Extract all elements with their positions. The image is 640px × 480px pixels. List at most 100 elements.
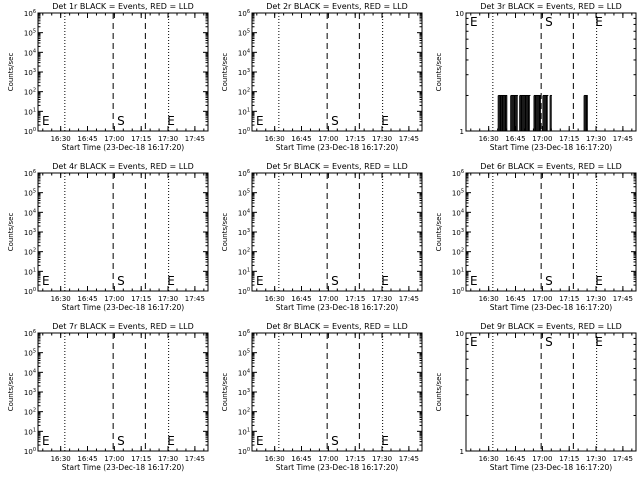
x-axis-label: Start Time (23-Dec-18 16:17:20) [490,463,612,472]
y-tick-label: 104 [452,208,464,217]
x-tick-label: 17:30 [586,135,606,143]
x-tick-label: 17:45 [613,455,633,463]
x-tick-label: 17:30 [372,455,392,463]
y-tick-label: 104 [24,368,36,377]
y-tick-label: 104 [24,208,36,217]
y-tick-label: 105 [452,189,464,198]
y-axis-label: Counts/sec [7,53,15,92]
y-tick-label: 102 [238,248,250,257]
x-tick-label: 17:30 [372,295,392,303]
y-tick-label: 102 [238,408,250,417]
marker-label-s: S [331,434,339,448]
y-tick-label: 101 [238,107,250,116]
y-axis-label: Counts/sec [7,213,15,252]
y-tick-label: 106 [24,169,36,178]
y-tick-label: 105 [238,349,250,358]
x-tick-label: 16:30 [51,295,71,303]
y-tick-label: 100 [238,287,250,296]
y-tick-label: 103 [238,68,250,77]
series-burst [497,95,508,131]
x-tick-label: 17:45 [399,135,419,143]
marker-label-e: E [595,335,603,349]
x-tick-label: 17:00 [318,295,338,303]
marker-label-e: E [256,114,264,128]
marker-label-e: E [470,335,478,349]
y-tick-label: 10 [455,10,464,18]
marker-label-e: E [42,434,50,448]
x-tick-label: 17:15 [131,455,151,463]
y-tick-label: 105 [24,349,36,358]
chart-panel-4: Det 4r BLACK = Events, RED = LLD 100 101 10… [7,162,209,312]
x-tick-label: 17:15 [559,135,579,143]
x-axis-label: Start Time (23-Dec-18 16:17:20) [62,143,184,152]
y-tick-label: 102 [452,248,464,257]
y-tick-label: 105 [238,189,250,198]
y-tick-label: 106 [24,329,36,338]
x-tick-label: 16:30 [479,135,499,143]
y-tick-label: 102 [24,248,36,257]
chart-title: Det 5r BLACK = Events, RED = LLD [266,162,408,171]
y-tick-label: 106 [452,169,464,178]
marker-label-e: E [42,114,50,128]
x-tick-label: 16:45 [291,295,311,303]
y-tick-label: 1 [460,448,464,456]
chart-panel-1: Det 1r BLACK = Events, RED = LLD 100 101 10… [7,2,209,152]
y-axis-label: Counts/sec [221,213,229,252]
x-tick-label: 17:00 [532,455,552,463]
x-tick-label: 17:45 [399,455,419,463]
y-tick-label: 103 [24,388,36,397]
series-burst [542,95,548,131]
marker-label-s: S [331,274,339,288]
x-axis-label: Start Time (23-Dec-18 16:17:20) [62,463,184,472]
y-tick-label: 102 [24,88,36,97]
y-tick-label: 105 [238,29,250,38]
x-axis-label: Start Time (23-Dec-18 16:17:20) [276,143,398,152]
series-burst [549,95,552,131]
x-tick-label: 16:30 [265,455,285,463]
x-axis-label: Start Time (23-Dec-18 16:17:20) [62,303,184,312]
marker-label-e: E [256,274,264,288]
x-tick-label: 17:00 [318,455,338,463]
x-tick-label: 17:30 [586,295,606,303]
x-tick-label: 16:45 [291,135,311,143]
x-tick-label: 17:15 [559,295,579,303]
x-tick-label: 16:30 [479,455,499,463]
x-tick-label: 16:45 [77,295,97,303]
marker-label-s: S [545,335,553,349]
chart-panel-9: Det 9r BLACK = Events, RED = LLD 1 10 16:30… [435,322,637,472]
x-tick-label: 16:30 [265,295,285,303]
y-tick-label: 106 [238,169,250,178]
x-tick-label: 16:30 [265,135,285,143]
chart-title: Det 8r BLACK = Events, RED = LLD [266,322,408,331]
marker-label-s: S [545,274,553,288]
y-tick-label: 106 [238,329,250,338]
y-tick-label: 104 [238,368,250,377]
x-tick-label: 16:30 [51,135,71,143]
marker-label-s: S [117,114,125,128]
x-tick-label: 16:45 [77,455,97,463]
y-tick-label: 104 [238,208,250,217]
y-tick-label: 100 [24,447,36,456]
marker-label-e: E [167,434,175,448]
marker-label-e: E [42,274,50,288]
y-tick-label: 101 [238,267,250,276]
x-tick-label: 17:30 [158,295,178,303]
y-axis-label: Counts/sec [435,373,443,412]
chart-title: Det 7r BLACK = Events, RED = LLD [52,322,194,331]
x-axis-label: Start Time (23-Dec-18 16:17:20) [276,463,398,472]
y-tick-label: 100 [24,127,36,136]
marker-label-s: S [331,114,339,128]
chart-panel-6: Det 6r BLACK = Events, RED = LLD 100 101 10… [435,162,637,312]
y-tick-label: 102 [24,408,36,417]
x-tick-label: 17:30 [158,135,178,143]
series-burst [583,95,588,131]
x-tick-label: 17:00 [532,135,552,143]
x-tick-label: 17:00 [104,135,124,143]
x-tick-label: 17:30 [158,455,178,463]
y-tick-label: 101 [24,107,36,116]
y-tick-label: 100 [24,287,36,296]
y-tick-label: 100 [452,287,464,296]
chart-title: Det 6r BLACK = Events, RED = LLD [480,162,622,171]
x-tick-label: 17:15 [345,295,365,303]
